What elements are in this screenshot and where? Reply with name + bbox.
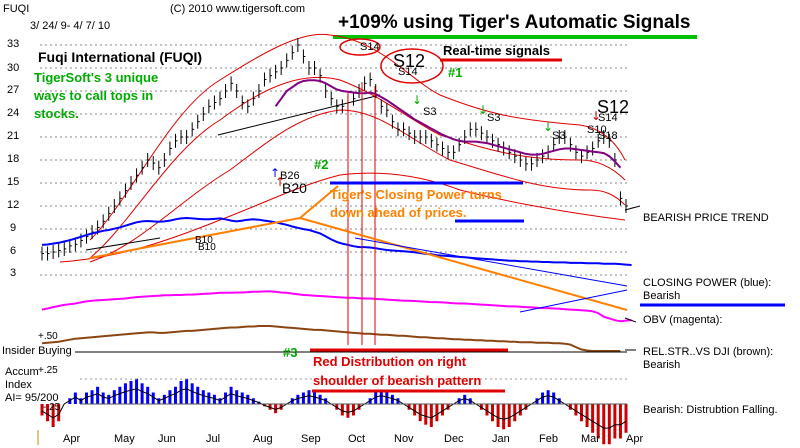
signal-s12-right: S12 (597, 97, 630, 117)
x-tick: Jul (206, 433, 221, 445)
x-tick: Apr (626, 433, 644, 445)
s3-arrow-2: ↓ (478, 103, 488, 117)
x-tick: Feb (539, 433, 558, 445)
x-tick: Oct (348, 433, 366, 445)
headline: +109% using Tiger's Automatic Signals (338, 12, 691, 33)
x-tick: Jan (492, 433, 510, 445)
orange-trendlines (89, 185, 628, 311)
s12-circle (380, 48, 444, 84)
signal-verticals (347, 82, 376, 345)
signal-b20: B20 (282, 180, 307, 196)
y-tick: 30 (7, 62, 20, 74)
blue-trendlines (354, 237, 628, 313)
x-tick: Aug (253, 433, 273, 445)
x-tick: Apr (63, 433, 81, 445)
x-tick: Mar (581, 433, 600, 445)
cp-annotation-2: down ahead of prices. (330, 205, 467, 220)
ma-band-upper (89, 33, 626, 241)
signal-s14-circle: S14 (398, 66, 418, 78)
y-tick: 9 (10, 222, 17, 234)
y-tick: 6 (10, 245, 17, 257)
s3-arrow-1: ↓ (412, 93, 422, 107)
dist-label: Bearish: Distrubtion Falling. (643, 404, 778, 416)
accum-tick-neg25: -.25 (43, 402, 61, 413)
signal-b10-a: B10 (195, 235, 213, 246)
x-tick: May (114, 433, 135, 445)
ma-band-mid (89, 76, 626, 259)
ai-label: AI= 95/200 (5, 392, 59, 404)
y-tick: 24 (7, 107, 20, 119)
ma-band-lower (89, 109, 626, 263)
trend-label: BEARISH PRICE TREND (643, 212, 769, 224)
red-dist-annotation-1: Red Distribution on right (313, 354, 467, 369)
signal-s14-right: S14 (598, 112, 618, 124)
date-range: 3/ 24/ 9- 4/ 7/ 10 (30, 20, 111, 32)
signal-s10: S10 (587, 124, 607, 136)
closing-power-line (41, 216, 632, 266)
realtime-signals-label: Real-time signals (443, 43, 550, 58)
signal-s3-2: S3 (487, 112, 501, 124)
signal-s12-big: S12 (393, 51, 426, 71)
y-tick: 21 (7, 130, 20, 142)
y-tick: 33 (7, 38, 20, 50)
signal-s14-top: S14 (360, 41, 380, 53)
price-trendlines (85, 94, 381, 251)
copyright: (C) 2010 www.tigersoft.com (170, 3, 306, 15)
marker-3: #3 (283, 345, 298, 360)
y-tick: 12 (7, 199, 20, 211)
label-connectors (624, 205, 641, 351)
insider-label: Insider Buying (2, 345, 72, 357)
obv-line (41, 290, 632, 323)
indicator-lines (40, 79, 632, 445)
price-bars (41, 38, 628, 261)
rel-strength-line (41, 325, 621, 352)
x-tick: Sep (301, 433, 321, 445)
signal-s3-1: S3 (423, 106, 437, 118)
obv-label: OBV (magenta): (643, 314, 723, 326)
signal-b26: B26 (280, 170, 300, 182)
rel-label-bearish: Bearish (643, 359, 681, 371)
rel-label: REL.STR..VS DJI (brown): (643, 346, 774, 358)
x-tick: Dec (444, 433, 464, 445)
red-dist-annotation-2: shoulder of bearish pattern (313, 373, 482, 388)
marker-1: #1 (448, 65, 463, 80)
cp-annotation-1: Tiger's Closing Power turns (330, 187, 502, 202)
accum-ma-line (41, 388, 627, 429)
x-tick: Jun (158, 433, 176, 445)
cp-label-bearish: Bearish (643, 290, 681, 302)
y-tick: 3 (10, 267, 17, 279)
ma-bands (59, 33, 626, 263)
accum-label-1: Accum (5, 366, 39, 378)
s14-arrow: ↓ (591, 109, 601, 123)
b26-arrow: ↑ (270, 166, 280, 180)
s3-arrow-3: ↓ (543, 120, 553, 134)
s14-circle (339, 38, 381, 56)
ma-band-low2 (59, 172, 626, 263)
ma-purple-line (274, 79, 622, 169)
accum-label-2: Index (5, 379, 32, 391)
ticker-label: FUQI (3, 3, 30, 15)
accum-tick-50: +.50 (38, 331, 58, 342)
accum-tick-25: +.25 (38, 365, 58, 376)
signal-s3-3: S3 (552, 130, 566, 142)
y-tick: 27 (7, 84, 20, 96)
subtitle-line-1: TigerSoft's 3 unique (34, 70, 159, 85)
subtitle-line-2: ways to call tops in (34, 88, 154, 103)
signal-b10-b: B10 (198, 242, 216, 253)
y-tick: 15 (7, 176, 20, 188)
marker-2: #2 (314, 157, 329, 172)
company-name: Fuqi International (FUQI) (38, 49, 203, 65)
headline-underline (333, 35, 697, 39)
signal-s18: S18 (598, 130, 618, 142)
b20-arrow: ↑ (275, 175, 285, 189)
cp-label: CLOSING POWER (blue): (643, 277, 772, 289)
y-tick: 18 (7, 153, 20, 165)
signal-arrows: ↓ ↓ ↓ ↑ ↑ ↓ (270, 93, 601, 189)
x-tick: Nov (394, 433, 414, 445)
